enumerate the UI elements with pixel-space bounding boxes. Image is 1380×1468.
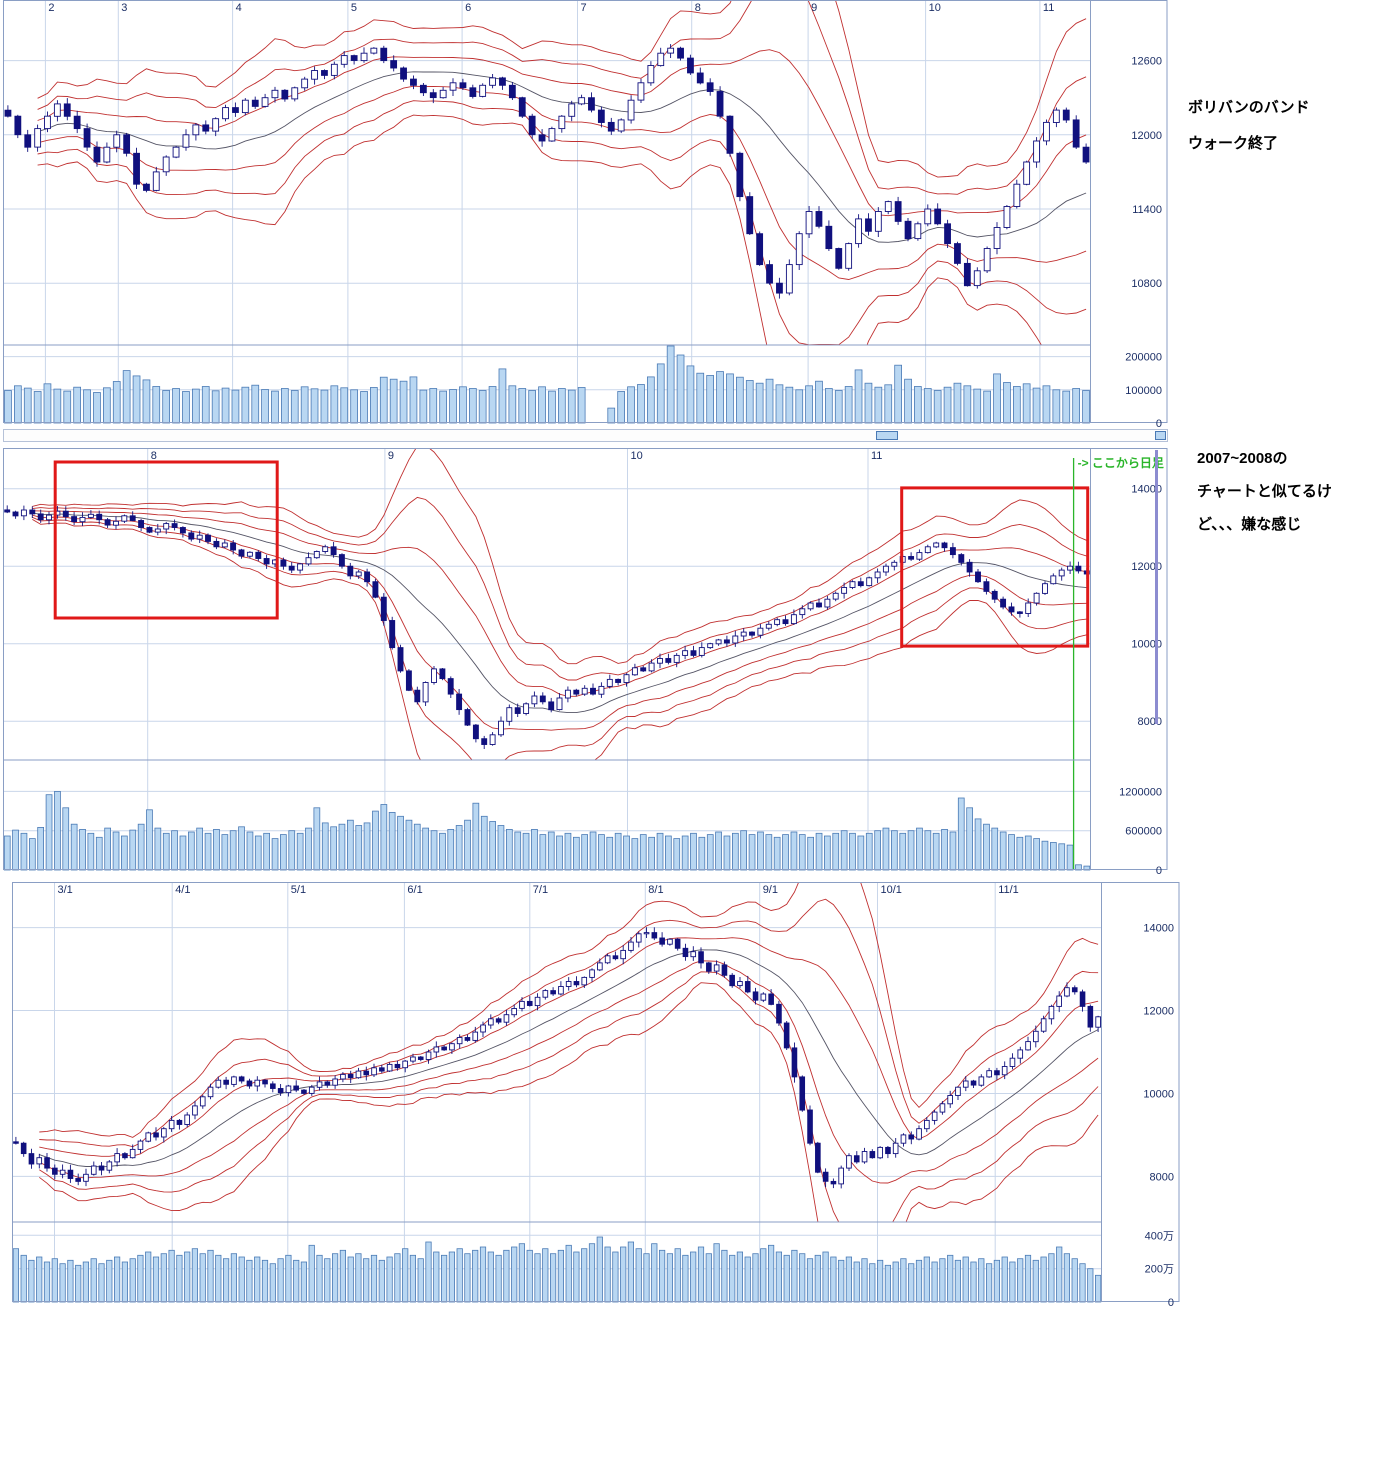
annotation-similar-to-2007-2008: 2007~2008の チャートと似てるけ ど、、、嫌な感じ bbox=[1197, 442, 1332, 541]
svg-text:10/1: 10/1 bbox=[881, 884, 902, 896]
annotation-line: チャートと似てるけ bbox=[1197, 483, 1332, 500]
svg-text:9/1: 9/1 bbox=[763, 884, 778, 896]
annotation-line: ボリバンのバンド bbox=[1188, 99, 1310, 116]
annotation-band-walk-ended: ボリバンのバンド ウォーク終了 bbox=[1188, 90, 1310, 162]
weekly-candlestick-chart-with-highlights[interactable]: -> ここから日足 8 9 10 11 14000 12000 10000 8000 120000… bbox=[3, 448, 1168, 878]
svg-text:7/1: 7/1 bbox=[533, 884, 548, 896]
svg-text:4: 4 bbox=[236, 2, 242, 14]
svg-text:11400: 11400 bbox=[1132, 204, 1162, 216]
scrollbar-end-box[interactable] bbox=[1155, 431, 1166, 440]
svg-text:8000: 8000 bbox=[1150, 1171, 1174, 1183]
svg-text:5/1: 5/1 bbox=[291, 884, 306, 896]
bottom-chart-panel: 3/1 4/1 5/1 6/1 7/1 8/1 9/1 10/1 11/1 14000 12000 1… bbox=[12, 882, 1180, 1309]
svg-text:600000: 600000 bbox=[1125, 826, 1162, 838]
svg-text:10: 10 bbox=[929, 2, 941, 14]
svg-text:10000: 10000 bbox=[1143, 1089, 1174, 1101]
svg-text:2: 2 bbox=[48, 2, 54, 14]
svg-text:8/1: 8/1 bbox=[648, 884, 663, 896]
annotation-line: 2007~2008の bbox=[1197, 450, 1288, 467]
svg-text:12000: 12000 bbox=[1131, 130, 1162, 142]
daily-candlestick-chart-mar-nov[interactable]: 3/1 4/1 5/1 6/1 7/1 8/1 9/1 10/1 11/1 14000 12000 1… bbox=[12, 882, 1180, 1309]
svg-text:11: 11 bbox=[871, 450, 882, 462]
svg-text:11: 11 bbox=[1043, 2, 1054, 14]
svg-text:-> ここから日足: -> ここから日足 bbox=[1078, 456, 1164, 470]
svg-text:10000: 10000 bbox=[1131, 639, 1162, 651]
middle-chart-panel: -> ここから日足 8 9 10 11 14000 12000 10000 8000 120000… bbox=[3, 448, 1168, 878]
svg-text:10: 10 bbox=[631, 450, 643, 462]
svg-text:10800: 10800 bbox=[1131, 278, 1162, 290]
svg-text:12000: 12000 bbox=[1131, 561, 1162, 573]
svg-text:11/1: 11/1 bbox=[998, 884, 1019, 896]
svg-text:6/1: 6/1 bbox=[407, 884, 422, 896]
svg-text:0: 0 bbox=[1168, 1297, 1174, 1309]
svg-text:12000: 12000 bbox=[1143, 1006, 1174, 1018]
svg-text:0: 0 bbox=[1156, 418, 1162, 430]
svg-text:200万: 200万 bbox=[1145, 1264, 1174, 1276]
svg-text:5: 5 bbox=[351, 2, 357, 14]
svg-text:100000: 100000 bbox=[1125, 385, 1162, 397]
svg-text:9: 9 bbox=[388, 450, 394, 462]
svg-text:4/1: 4/1 bbox=[175, 884, 190, 896]
scrollbar-thumb[interactable] bbox=[876, 431, 898, 440]
svg-text:200000: 200000 bbox=[1125, 352, 1162, 364]
top-chart-panel: 2 3 4 5 6 7 8 9 10 11 12600 12000 11400 10800 200000 10… bbox=[3, 0, 1168, 442]
svg-text:6: 6 bbox=[465, 2, 471, 14]
svg-text:8000: 8000 bbox=[1138, 716, 1162, 728]
svg-text:9: 9 bbox=[811, 2, 817, 14]
svg-text:0: 0 bbox=[1156, 865, 1162, 877]
svg-text:3/1: 3/1 bbox=[58, 884, 73, 896]
svg-text:3: 3 bbox=[121, 2, 127, 14]
svg-text:14000: 14000 bbox=[1131, 484, 1162, 496]
svg-text:8: 8 bbox=[695, 2, 701, 14]
chart-vertical-scrollbar[interactable] bbox=[1155, 450, 1158, 724]
svg-text:400万: 400万 bbox=[1145, 1230, 1174, 1242]
svg-text:1200000: 1200000 bbox=[1119, 786, 1162, 798]
svg-text:12600: 12600 bbox=[1131, 56, 1162, 68]
svg-text:8: 8 bbox=[151, 450, 157, 462]
annotation-line: ウォーク終了 bbox=[1188, 135, 1279, 152]
chart-horizontal-scrollbar[interactable] bbox=[3, 429, 1168, 442]
svg-text:14000: 14000 bbox=[1143, 923, 1174, 935]
weekly-candlestick-chart-feb-nov[interactable]: 2 3 4 5 6 7 8 9 10 11 12600 12000 11400 10800 200000 10… bbox=[3, 0, 1168, 432]
svg-text:7: 7 bbox=[581, 2, 587, 14]
annotation-line: ど、、、嫌な感じ bbox=[1197, 516, 1302, 533]
